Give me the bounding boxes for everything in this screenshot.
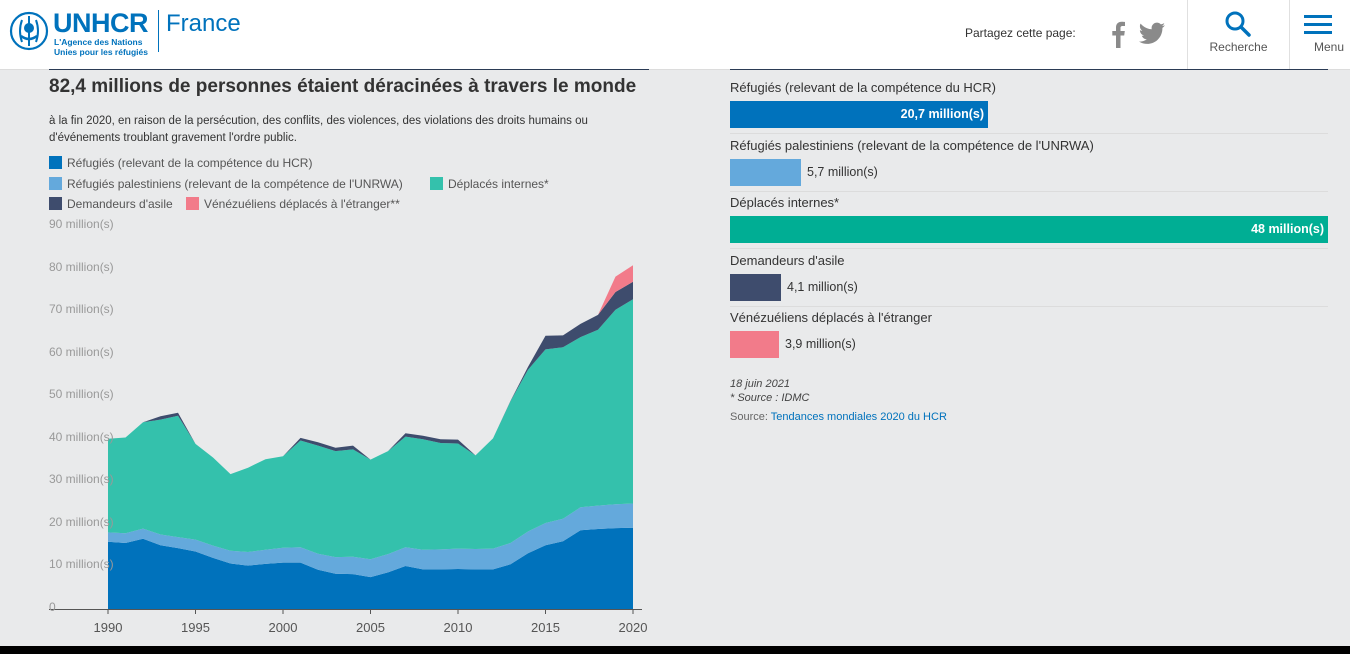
menu-label: Menu: [1313, 40, 1345, 54]
search-label: Recherche: [1209, 40, 1268, 54]
legend-swatch: [49, 156, 62, 169]
area-series-2[interactable]: [108, 299, 633, 560]
source-line: Source: Tendances mondiales 2020 du HCR: [730, 411, 947, 423]
menu-button[interactable]: Menu: [1290, 0, 1350, 70]
y-tick-label: 70 million(s): [49, 302, 114, 317]
bar-value-label: 20,7 million(s): [900, 107, 984, 121]
x-tick-label: 1995: [181, 620, 210, 635]
source-link[interactable]: Tendances mondiales 2020 du HCR: [770, 411, 947, 423]
bar-value-label: 3,9 million(s): [785, 337, 856, 351]
y-tick-label: 40 million(s): [49, 429, 114, 444]
legend-swatch: [430, 177, 443, 190]
y-tick-label: 30 million(s): [49, 472, 114, 487]
legend-item[interactable]: Réfugiés (relevant de la compétence du H…: [49, 156, 312, 174]
x-tick-label: 2015: [531, 620, 560, 635]
legend-item[interactable]: Vénézuéliens déplacés à l'étranger**: [186, 197, 400, 215]
bar-row-separator: [730, 305, 1328, 307]
bar[interactable]: [730, 216, 1328, 243]
area-series-0[interactable]: [108, 527, 633, 609]
legend-item[interactable]: Déplacés internes*: [430, 177, 549, 195]
bar-value-label: 48 million(s): [1251, 222, 1324, 236]
bar-value-label: 5,7 million(s): [807, 164, 878, 179]
y-tick-label: 10 million(s): [49, 557, 114, 572]
twitter-icon[interactable]: [1138, 22, 1166, 46]
x-tick-label: 2020: [618, 620, 648, 635]
bar-label: Déplacés internes*: [730, 195, 840, 210]
bar[interactable]: [730, 273, 781, 301]
share-label: Partagez cette page:: [965, 26, 1076, 40]
legend-label: Réfugiés (relevant de la compétence du H…: [67, 156, 313, 170]
y-tick-label: 80 million(s): [49, 259, 114, 274]
x-tick-label: 1990: [93, 620, 123, 635]
legend-label: Réfugiés palestiniens (relevant de la co…: [67, 177, 403, 191]
bar[interactable]: [730, 158, 801, 186]
bar-row-separator: [730, 248, 1328, 249]
bottom-edge: [0, 646, 1350, 654]
facebook-icon[interactable]: [1110, 20, 1126, 48]
legend-swatch: [49, 177, 62, 190]
site-header: UNHCR L'Agence des Nations Unies pour le…: [0, 0, 1350, 70]
bar[interactable]: [730, 331, 779, 358]
area-series-1[interactable]: [108, 503, 633, 578]
bar-row-separator: [730, 190, 1328, 192]
legend-item[interactable]: Réfugiés palestiniens (relevant de la co…: [49, 177, 403, 195]
x-tick-label: 2000: [268, 620, 298, 635]
country-name[interactable]: France: [166, 10, 241, 37]
legend-label: Déplacés internes*: [448, 177, 549, 191]
legend-swatch: [49, 197, 62, 210]
x-tick-label: 2010: [443, 620, 473, 635]
bar-row-separator: [730, 133, 1328, 134]
y-tick-label: 50 million(s): [49, 387, 114, 402]
legend-item[interactable]: Demandeurs d'asile: [49, 197, 173, 215]
y-tick-label: 0: [49, 600, 56, 614]
bar-label: Réfugiés (relevant de la compétence du H…: [730, 80, 996, 95]
bar-value-label: 4,1 million(s): [787, 279, 858, 294]
header-separator: [1187, 0, 1188, 70]
search-icon: [1225, 11, 1251, 37]
legend-swatch: [186, 197, 199, 210]
chart-subtitle: à la fin 2020, en raison de la persécuti…: [49, 115, 588, 144]
hamburger-menu-icon: [1304, 15, 1332, 34]
legend-label: Demandeurs d'asile: [67, 197, 173, 211]
bar-label: Demandeurs d'asile: [730, 252, 845, 268]
legend-label: Vénézuéliens déplacés à l'étranger**: [204, 197, 400, 211]
y-tick-label: 60 million(s): [49, 344, 114, 359]
x-tick-label: 2005: [356, 620, 385, 635]
date-note: 18 juin 2021: [730, 378, 790, 390]
search-button[interactable]: Recherche: [1188, 0, 1289, 70]
chart-top-rule: [49, 69, 649, 70]
y-tick-label: 90 million(s): [49, 217, 114, 231]
bar-label: Réfugiés palestiniens (relevant de la co…: [730, 137, 1094, 153]
logo-divider: [158, 10, 159, 52]
unhcr-emblem-icon: [9, 11, 49, 51]
header-separator: [1289, 0, 1290, 70]
bar-label: Vénézuéliens déplacés à l'étranger: [730, 310, 932, 325]
chart-title: 82,4 millions de personnes étaient dérac…: [49, 76, 637, 97]
bars-top-rule: [730, 69, 1328, 70]
bar[interactable]: [730, 101, 988, 128]
logo-wordmark: UNHCR: [53, 8, 149, 38]
idmc-source-note: * Source : IDMC: [730, 392, 810, 404]
unhcr-logo[interactable]: UNHCR L'Agence des Nations Unies pour le…: [8, 8, 153, 57]
y-tick-label: 20 million(s): [49, 514, 114, 529]
logo-tagline: L'Agence des Nations Unies pour les réfu…: [54, 37, 148, 57]
